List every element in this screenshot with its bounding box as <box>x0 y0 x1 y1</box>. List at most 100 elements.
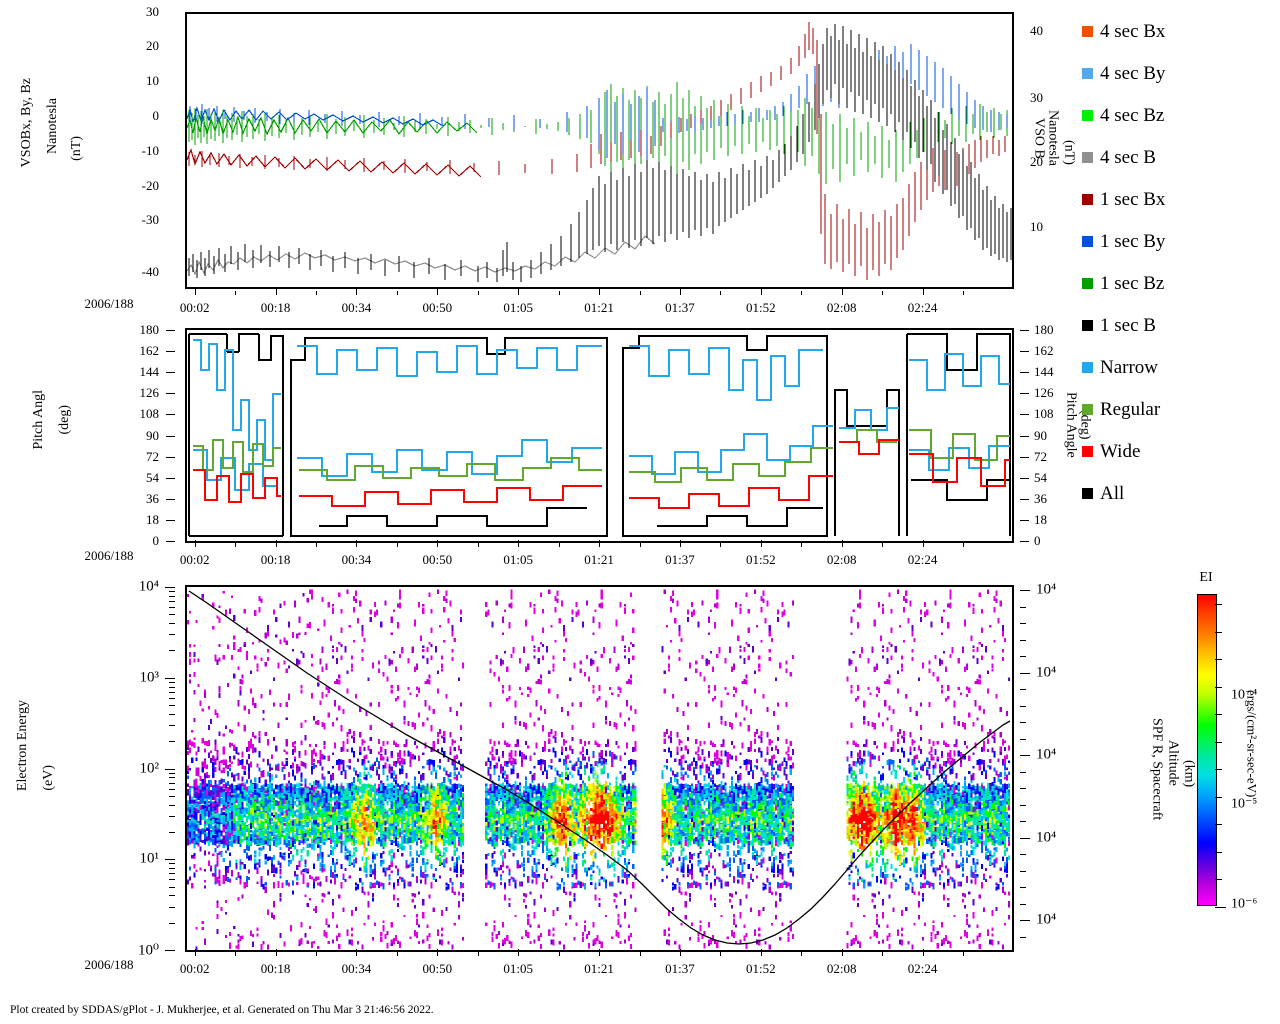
spectrogram-cell <box>359 752 362 756</box>
spectrogram-cell <box>189 768 192 771</box>
spectrogram-cell <box>216 806 219 813</box>
spectrogram-cell <box>197 786 200 794</box>
spectrogram-cell <box>338 840 341 844</box>
spectrogram-cell <box>245 844 248 851</box>
spectrogram-cell <box>201 813 204 819</box>
spectrogram-cell <box>231 821 234 828</box>
spectrogram-cell <box>243 822 246 826</box>
spectrogram-cell <box>399 941 402 948</box>
spectrogram-cell <box>203 692 206 698</box>
spectrogram-cell <box>348 758 351 764</box>
spectrogram-cell <box>233 788 236 794</box>
spectrogram-cell <box>203 850 206 856</box>
spectrogram-cell <box>250 808 253 813</box>
axis-tick-mark <box>1020 372 1029 374</box>
spectrogram-cell <box>315 804 318 810</box>
spectrogram-cell <box>241 679 244 685</box>
pitch-angle-ylabel-left: Pitch Angl <box>30 390 48 450</box>
spectrogram-cell <box>304 787 307 791</box>
spectrogram-cell <box>258 810 261 817</box>
spectrogram-cell <box>237 830 240 834</box>
spectrogram-cell <box>365 863 368 868</box>
x-tick-label: 02:24 <box>907 300 938 315</box>
spectrogram-cell <box>327 803 330 809</box>
spectrogram-cell <box>229 799 232 804</box>
spectrogram-cell <box>254 863 257 870</box>
spectrogram-cell <box>222 779 225 783</box>
spectrogram-cell <box>325 876 328 882</box>
spectrogram-cell <box>352 806 355 810</box>
spectrogram-cell <box>315 876 318 881</box>
spectrogram-cell <box>268 824 271 830</box>
spectrogram-cell <box>373 785 376 791</box>
spectrogram-cell <box>373 611 376 618</box>
spectrogram-cell <box>214 654 217 662</box>
spectrogram-cell <box>245 786 248 792</box>
spectrogram-cell <box>237 649 240 653</box>
spectrogram-cell <box>212 802 215 806</box>
spectrogram-cell <box>378 761 381 766</box>
spectrogram-cell <box>313 810 316 815</box>
spectrogram-cell <box>308 819 311 823</box>
spectrogram-cell <box>271 812 274 816</box>
spectrogram-cell <box>304 837 307 842</box>
spectrogram-cell <box>329 849 332 856</box>
spectrogram-cell <box>342 791 345 795</box>
spectrogram-cell <box>279 817 282 822</box>
spectrogram-cell <box>367 840 370 846</box>
spectrogram-cell <box>260 836 263 842</box>
spectrogram-cell <box>390 827 393 830</box>
spectrogram-cell <box>308 808 311 814</box>
spectrogram-cell <box>212 872 215 877</box>
spectrogram-cell <box>392 650 395 654</box>
x-tick-label: 00:34 <box>341 552 372 567</box>
spectrogram-cell <box>388 767 391 774</box>
axis-tick: 162 <box>1034 343 1054 359</box>
spectrogram-cell <box>348 789 351 796</box>
x-tick-mark <box>679 540 681 547</box>
spectrogram-cell <box>323 776 326 781</box>
spectrogram-cell <box>302 873 305 879</box>
spectrogram-cell <box>254 854 257 858</box>
spectrogram-cell <box>296 850 299 856</box>
spectrogram-cell <box>187 751 190 756</box>
spectrogram-cell <box>193 813 196 820</box>
spectrogram-cell <box>407 658 410 664</box>
spectrogram-cell <box>193 718 196 722</box>
spectrogram-cell <box>352 776 355 783</box>
spectrogram-cell <box>187 807 190 813</box>
spectrogram-cell <box>329 792 332 798</box>
spectrogram-cell <box>390 861 393 867</box>
spectrogram-cell <box>210 758 213 763</box>
spectrogram-cell <box>359 828 362 832</box>
spectrogram-cell <box>313 748 316 755</box>
spectrogram-cell <box>327 791 330 797</box>
spectrogram-cell <box>201 708 204 712</box>
spectrogram-cell <box>292 631 295 638</box>
spectrogram-cell <box>331 821 334 828</box>
spectrogram-cell <box>403 794 406 799</box>
spectrogram-cell <box>357 773 360 777</box>
spectrogram-cell <box>390 815 393 820</box>
spectrogram-cell <box>304 859 307 864</box>
spectrogram-cell <box>338 642 341 645</box>
spectrogram-cell <box>371 897 374 902</box>
spectrogram-cell <box>233 641 236 647</box>
spectrogram-cell <box>342 821 345 827</box>
spectrogram-cell <box>205 807 208 811</box>
spectrogram-cell <box>369 748 372 755</box>
spectrogram-cell <box>273 609 276 615</box>
spectrogram-cell <box>220 797 223 802</box>
spectrogram-cell <box>319 658 322 665</box>
spectrogram-cell <box>378 751 381 755</box>
spectrogram-cell <box>407 687 410 690</box>
spectrogram-cell <box>319 862 322 867</box>
spectrogram-cell <box>365 868 368 874</box>
spectrogram-cell <box>342 825 345 830</box>
spectrogram-cell <box>403 758 406 762</box>
spectrogram-cell <box>266 739 269 746</box>
spectrogram-cell <box>390 870 393 874</box>
spectrogram-cell <box>258 736 261 743</box>
spectrogram-cell <box>382 770 385 775</box>
spectrogram-cell <box>367 771 370 776</box>
